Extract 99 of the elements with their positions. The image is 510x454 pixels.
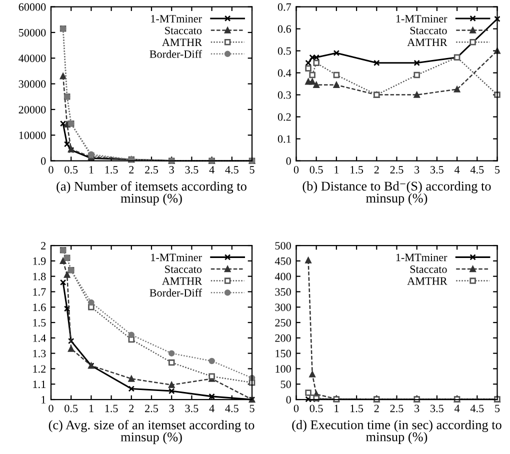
y-tick-label: 450 [274,257,291,265]
x-tick-label: 5 [495,166,500,174]
y-tick-label: 10000 [19,132,46,140]
y-tick-label: 40000 [18,54,46,62]
x-tick-label: 1 [89,166,94,174]
legend-label: AMTHR [407,277,448,285]
y-tick-label: 1.5 [33,319,46,327]
x-tick-label: 4 [454,404,460,412]
x-tick-label: 1.5 [105,404,118,412]
y-tick-label: 400 [274,272,291,280]
x-tick-label: 2 [129,404,134,412]
legend-label: Staccato [410,26,447,34]
x-tick-label: 3.5 [430,166,444,174]
legend-label: Staccato [165,266,202,273]
x-tick-label: 2.5 [390,404,404,412]
x-tick-label: 4 [209,404,214,412]
y-tick-label: 1.2 [33,365,46,373]
x-tick-label: 2.5 [145,404,158,412]
x-tick-label: 2.5 [390,166,404,174]
y-tick-label: 0.4 [278,69,292,77]
legend-label: AMTHR [162,277,202,285]
y-tick-label: 1 [42,396,46,404]
y-tick-label: 1.7 [33,288,46,296]
legend-label: Border-Diff [150,50,202,58]
legend-label: AMTHR [407,38,448,46]
y-tick-label: 50000 [19,28,46,36]
legend-label: 1-MTminer [151,15,202,22]
x-tick-label: 3 [169,404,174,412]
x-tick-label: 3.5 [430,404,444,412]
y-tick-label: 150 [276,350,291,358]
x-tick-label: 4.5 [470,404,484,412]
x-tick-label: 1.5 [350,404,364,412]
legend-label: Border-Diff [150,288,202,297]
x-axis-title: (b) Distance to Bd⁻(S) according to minsup (%) [302,181,491,206]
legend-label: 1-MTminer [151,254,202,262]
x-tick-label: 2 [129,166,134,174]
y-tick-label: 1.9 [33,257,46,265]
y-tick-label: 1.3 [33,350,46,358]
y-tick-label: 30000 [18,80,46,88]
x-tick-label: 1.5 [105,166,118,174]
y-tick-label: 0.6 [278,25,292,33]
x-tick-label: 1 [89,404,94,412]
y-tick-label: 1.8 [33,272,46,280]
y-tick-label: 0.3 [278,91,291,99]
legend-label: Staccato [165,26,202,34]
y-tick-label: 0.5 [278,47,291,55]
x-tick-label: 0 [294,166,299,174]
y-tick-label: 350 [275,288,291,296]
y-tick-label: 1.4 [33,334,46,342]
x-tick-label: 2 [374,166,379,174]
legend-label: 1-MTminer [396,15,448,22]
x-tick-label: 0 [48,404,54,412]
y-tick-label: 500 [275,242,291,250]
legend-label: Staccato [410,266,447,273]
legend-label: AMTHR [162,38,202,46]
x-tick-label: 0.5 [64,166,78,174]
y-tick-label: 0.1 [278,135,291,143]
x-tick-label: 0.5 [64,404,78,412]
x-tick-label: 5 [250,166,254,174]
x-axis-title: (d) Execution time (in sec) according to minsup (%) [292,420,502,444]
y-tick-label: 0.7 [278,3,292,11]
legend-label: 1-MTminer [396,254,448,262]
y-tick-label: 2 [41,242,46,250]
y-tick-label: 50 [280,380,291,388]
y-tick-label: 0 [286,396,291,404]
y-tick-label: 1.1 [33,380,46,388]
y-tick-label: 200 [275,334,291,342]
x-tick-label: 4.5 [470,166,484,174]
x-axis-title: (a) Number of itemsets according to minsup (%) [56,181,246,206]
x-tick-label: 2.5 [145,166,158,174]
x-tick-label: 3 [414,166,420,174]
x-tick-label: 1 [334,166,339,174]
x-tick-label: 3.5 [185,166,198,174]
x-tick-label: 0.5 [310,166,323,174]
y-tick-label: 1.6 [33,304,46,312]
x-axis-title: (c) Avg. size of an itemset according to minsup (%) [48,420,254,444]
x-tick-label: 4 [454,166,460,174]
x-tick-label: 5 [495,404,500,412]
x-tick-label: 0 [48,166,54,174]
x-tick-label: 3.5 [185,404,198,412]
x-tick-label: 4 [209,166,214,174]
x-tick-label: 3 [414,404,420,412]
y-tick-label: 60000 [18,3,46,11]
y-tick-label: 0 [41,157,46,165]
x-tick-label: 0 [294,404,299,412]
y-tick-label: 250 [275,318,291,326]
x-tick-label: 3 [169,166,174,174]
y-tick-label: 100 [276,365,291,373]
x-tick-label: 4.5 [225,404,238,412]
y-tick-label: 0 [286,157,291,165]
x-tick-label: 2 [374,404,379,412]
x-tick-label: 0.5 [310,404,323,412]
y-tick-label: 20000 [18,106,46,114]
x-tick-label: 4.5 [225,166,238,174]
x-tick-label: 5 [250,404,254,412]
x-tick-label: 1.5 [350,166,364,174]
y-tick-label: 0.2 [278,113,291,121]
y-tick-label: 300 [275,304,291,312]
x-tick-label: 1 [334,404,339,412]
